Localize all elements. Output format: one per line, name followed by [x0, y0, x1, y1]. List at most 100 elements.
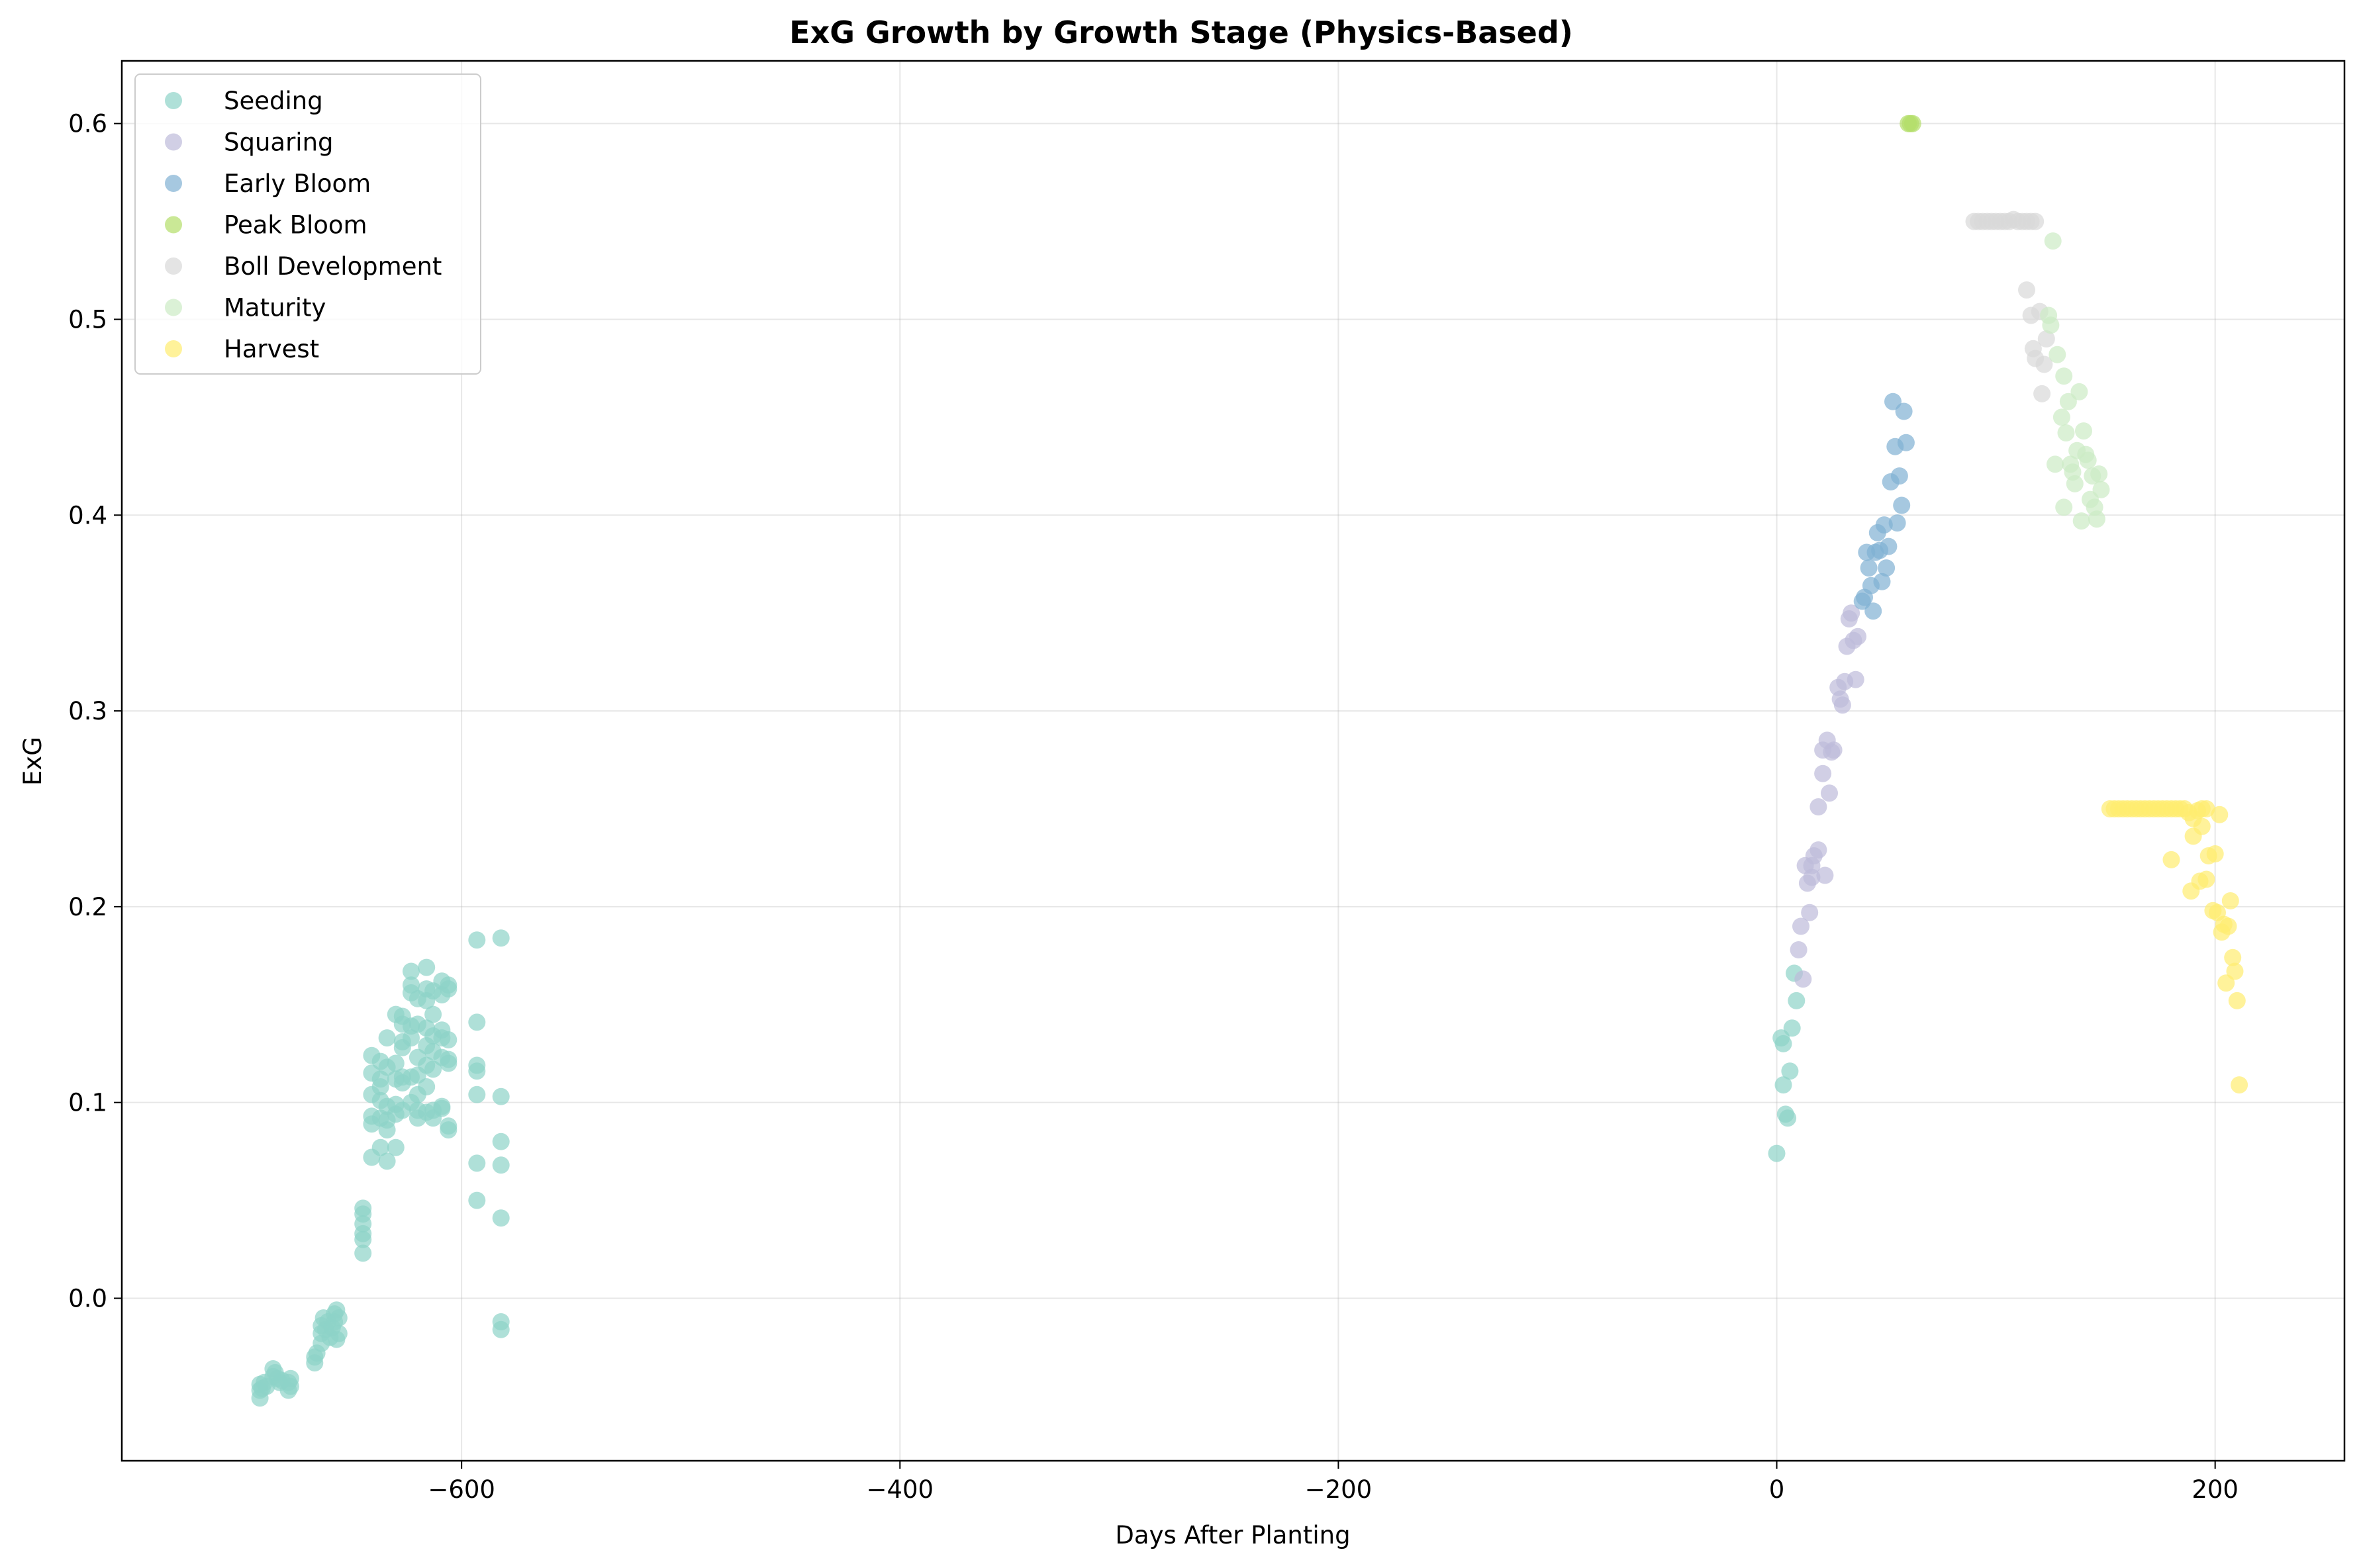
data-point	[1774, 1076, 1792, 1094]
data-point	[2066, 475, 2084, 492]
data-point	[2047, 455, 2064, 473]
data-point	[1895, 402, 1913, 420]
data-point	[378, 1029, 396, 1047]
data-point	[433, 1097, 451, 1115]
data-point	[2079, 451, 2097, 469]
data-point	[424, 1005, 442, 1023]
y-tick-label: 0.5	[68, 305, 107, 334]
y-tick-label: 0.1	[68, 1089, 107, 1117]
x-tick-label: 0	[1769, 1475, 1785, 1504]
series-peak-bloom	[1900, 115, 1921, 132]
data-point	[2049, 346, 2066, 363]
data-point	[371, 1138, 389, 1156]
data-point	[492, 1087, 510, 1105]
data-point	[1816, 866, 1834, 884]
data-point	[2197, 800, 2215, 817]
legend-label: Squaring	[224, 128, 334, 157]
data-point	[2075, 422, 2092, 440]
data-point	[468, 931, 486, 949]
legend-box	[134, 73, 481, 375]
data-point	[2221, 892, 2239, 909]
data-point	[1774, 1035, 1792, 1052]
data-point	[440, 1117, 458, 1135]
data-point	[1814, 764, 1832, 782]
data-point	[2193, 817, 2211, 835]
data-point	[424, 1060, 442, 1078]
data-point	[354, 1199, 372, 1217]
data-point	[2052, 408, 2070, 426]
data-point	[2224, 948, 2242, 966]
data-point	[1809, 841, 1827, 859]
data-point	[2044, 232, 2062, 250]
data-point	[2090, 465, 2108, 483]
data-point	[468, 1085, 486, 1103]
data-point	[2219, 917, 2237, 935]
data-point	[1880, 537, 1898, 555]
data-point	[1873, 573, 1891, 590]
data-point	[1833, 696, 1851, 714]
series-seeding	[251, 929, 1806, 1407]
y-tick-label: 0.0	[68, 1284, 107, 1313]
data-point	[1888, 514, 1906, 532]
data-point	[1843, 604, 1860, 622]
data-point	[492, 1313, 510, 1330]
y-tick-label: 0.6	[68, 110, 107, 138]
data-point	[1783, 1019, 1801, 1037]
series-boll-development	[1965, 210, 2055, 402]
x-axis-ticks: −600 −400 −200 0 200	[428, 1461, 2239, 1504]
data-point	[1794, 970, 1812, 988]
legend-label: Maturity	[224, 294, 326, 322]
series-maturity	[2040, 232, 2110, 530]
data-point	[1788, 992, 1806, 1009]
data-point	[2228, 992, 2246, 1009]
legend-marker	[165, 92, 182, 109]
data-point	[2211, 806, 2229, 823]
data-point	[1821, 784, 1838, 802]
data-point	[378, 1152, 396, 1170]
grid-lines	[122, 61, 2344, 1461]
data-point	[2226, 962, 2244, 980]
data-point	[1809, 798, 1827, 815]
data-points	[251, 115, 2248, 1407]
legend-label: Peak Bloom	[224, 211, 367, 240]
data-point	[2088, 510, 2105, 528]
legend-label: Seeding	[224, 87, 323, 115]
data-point	[2037, 330, 2055, 347]
data-point	[2033, 385, 2051, 402]
data-point	[2072, 512, 2090, 530]
y-tick-label: 0.2	[68, 893, 107, 921]
data-point	[440, 1031, 458, 1048]
y-axis-label: ExG	[19, 737, 47, 786]
y-axis-ticks: 0.0 0.1 0.2 0.3 0.4 0.5 0.6	[68, 110, 122, 1313]
data-point	[354, 1244, 372, 1262]
series-squaring	[1790, 604, 1866, 988]
y-tick-label: 0.3	[68, 697, 107, 725]
series-harvest	[2101, 800, 2248, 1094]
chart-title: ExG Growth by Growth Stage (Physics-Base…	[789, 15, 1573, 50]
data-point	[387, 1138, 405, 1156]
x-tick-label: −600	[428, 1475, 495, 1504]
data-point	[1864, 602, 1882, 620]
x-tick-label: 200	[2192, 1475, 2239, 1504]
y-tick-label: 0.4	[68, 501, 107, 530]
data-point	[2231, 1076, 2248, 1094]
data-point	[330, 1324, 348, 1342]
data-point	[418, 958, 436, 976]
data-point	[2162, 851, 2180, 868]
data-point	[2070, 383, 2088, 400]
data-point	[2055, 367, 2073, 385]
data-point	[468, 1056, 486, 1074]
data-point	[1878, 559, 1896, 577]
data-point	[2055, 498, 2073, 516]
data-point	[1860, 559, 1878, 577]
data-point	[1893, 496, 1911, 514]
data-point	[440, 1050, 458, 1068]
legend-marker	[165, 175, 182, 192]
data-point	[1779, 1109, 1797, 1127]
data-point	[1849, 627, 1866, 645]
data-point	[1890, 467, 1908, 485]
legend-marker	[165, 257, 182, 275]
data-point	[2092, 481, 2110, 498]
legend-marker	[165, 299, 182, 316]
